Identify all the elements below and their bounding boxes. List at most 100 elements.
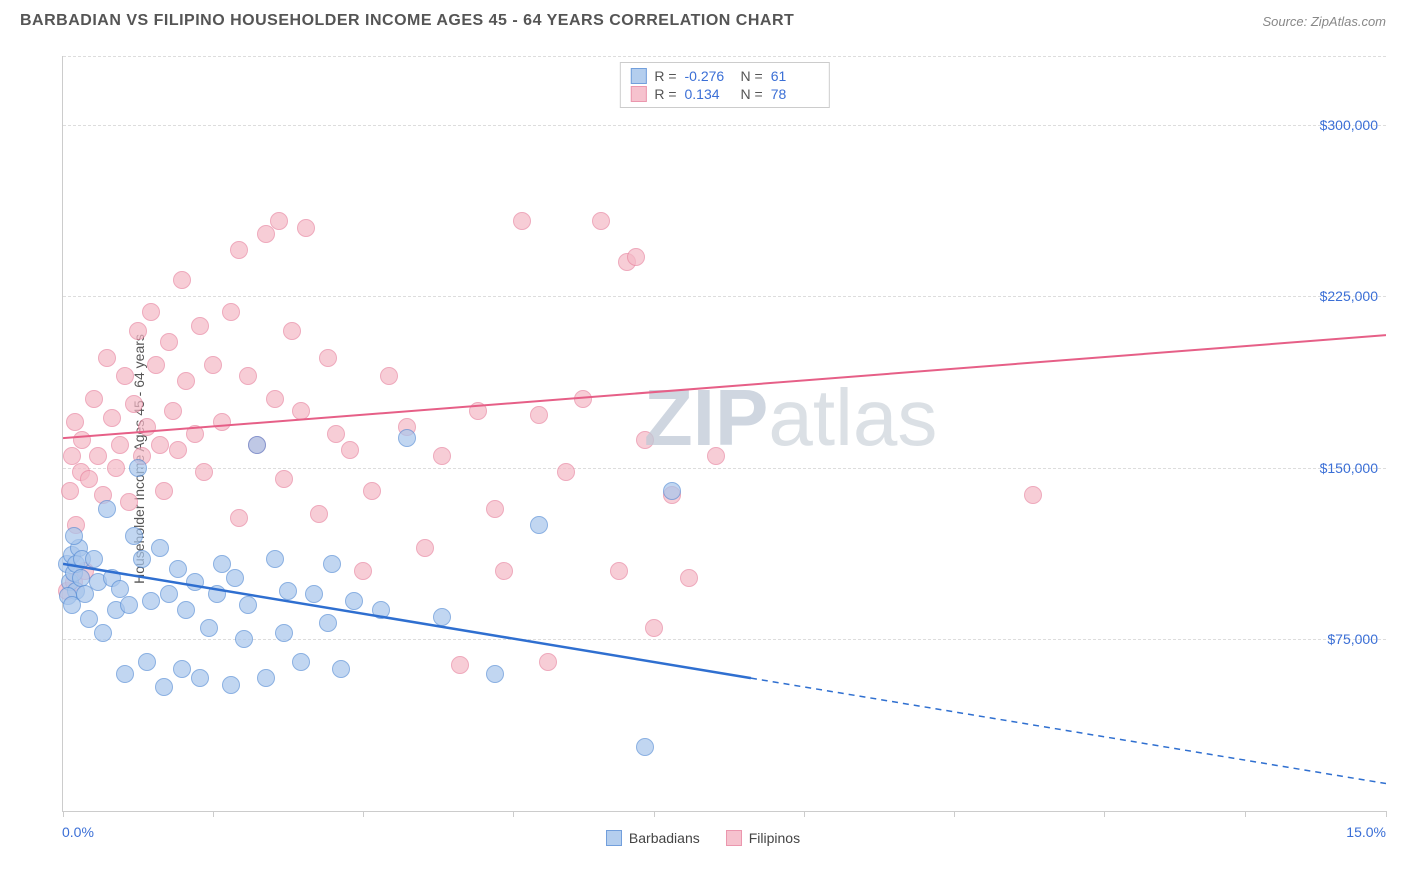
x-tick — [954, 811, 955, 817]
gridline — [63, 125, 1386, 126]
data-point-barbadians — [433, 608, 451, 626]
data-point-barbadians — [663, 482, 681, 500]
data-point-filipinos — [111, 436, 129, 454]
data-point-filipinos — [213, 413, 231, 431]
data-point-filipinos — [451, 656, 469, 674]
data-point-filipinos — [222, 303, 240, 321]
y-tick-label: $150,000 — [1320, 460, 1378, 476]
swatch-barbadians-icon — [630, 68, 646, 84]
data-point-filipinos — [138, 418, 156, 436]
data-point-filipinos — [164, 402, 182, 420]
r-label: R = — [654, 68, 676, 84]
data-point-barbadians — [200, 619, 218, 637]
data-point-filipinos — [513, 212, 531, 230]
data-point-barbadians — [226, 569, 244, 587]
data-point-barbadians — [133, 550, 151, 568]
data-point-filipinos — [160, 333, 178, 351]
data-point-filipinos — [319, 349, 337, 367]
data-point-filipinos — [89, 447, 107, 465]
data-point-filipinos — [120, 493, 138, 511]
legend-label-barbadians: Barbadians — [629, 830, 700, 846]
stats-legend-box: R = -0.276 N = 61 R = 0.134 N = 78 — [619, 62, 829, 108]
x-tick — [1104, 811, 1105, 817]
data-point-filipinos — [266, 390, 284, 408]
data-point-barbadians — [239, 596, 257, 614]
data-point-filipinos — [495, 562, 513, 580]
data-point-filipinos — [230, 241, 248, 259]
data-point-filipinos — [354, 562, 372, 580]
data-point-filipinos — [283, 322, 301, 340]
data-point-filipinos — [257, 225, 275, 243]
n-label: N = — [741, 86, 763, 102]
data-point-barbadians — [186, 573, 204, 591]
data-point-barbadians — [257, 669, 275, 687]
data-point-barbadians — [151, 539, 169, 557]
data-point-filipinos — [239, 367, 257, 385]
n-value-filipinos: 78 — [771, 86, 819, 102]
data-point-barbadians — [173, 660, 191, 678]
data-point-filipinos — [177, 372, 195, 390]
data-point-barbadians — [65, 527, 83, 545]
legend-item-filipinos: Filipinos — [726, 830, 800, 846]
swatch-filipinos-icon — [630, 86, 646, 102]
data-point-filipinos — [80, 470, 98, 488]
data-point-barbadians — [305, 585, 323, 603]
data-point-barbadians — [142, 592, 160, 610]
data-point-filipinos — [275, 470, 293, 488]
data-point-filipinos — [486, 500, 504, 518]
x-tick — [1245, 811, 1246, 817]
x-tick — [1386, 811, 1387, 817]
n-label: N = — [741, 68, 763, 84]
data-point-filipinos — [66, 413, 84, 431]
data-point-barbadians — [486, 665, 504, 683]
data-point-barbadians — [129, 459, 147, 477]
r-value-barbadians: -0.276 — [685, 68, 733, 84]
data-point-filipinos — [191, 317, 209, 335]
data-point-filipinos — [610, 562, 628, 580]
data-point-filipinos — [557, 463, 575, 481]
data-point-filipinos — [469, 402, 487, 420]
data-point-filipinos — [363, 482, 381, 500]
data-point-filipinos — [645, 619, 663, 637]
data-point-barbadians — [160, 585, 178, 603]
watermark-light: atlas — [768, 373, 937, 462]
y-tick-label: $75,000 — [1327, 631, 1378, 647]
x-tick — [804, 811, 805, 817]
data-point-barbadians — [116, 665, 134, 683]
data-point-filipinos — [125, 395, 143, 413]
data-point-filipinos — [85, 390, 103, 408]
data-point-barbadians — [94, 624, 112, 642]
swatch-filipinos-icon — [726, 830, 742, 846]
gridline — [63, 296, 1386, 297]
watermark-bold: ZIP — [644, 373, 768, 462]
data-point-filipinos — [195, 463, 213, 481]
data-point-filipinos — [147, 356, 165, 374]
data-point-filipinos — [61, 482, 79, 500]
swatch-barbadians-icon — [606, 830, 622, 846]
data-point-barbadians — [279, 582, 297, 600]
stats-row-filipinos: R = 0.134 N = 78 — [630, 85, 818, 103]
data-point-barbadians — [222, 676, 240, 694]
data-point-filipinos — [173, 271, 191, 289]
data-point-filipinos — [142, 303, 160, 321]
data-point-barbadians — [155, 678, 173, 696]
data-point-filipinos — [539, 653, 557, 671]
gridline — [63, 56, 1386, 57]
data-point-barbadians — [120, 596, 138, 614]
data-point-filipinos — [186, 425, 204, 443]
data-point-barbadians — [292, 653, 310, 671]
data-point-filipinos — [574, 390, 592, 408]
data-point-barbadians — [319, 614, 337, 632]
data-point-barbadians — [636, 738, 654, 756]
stats-row-barbadians: R = -0.276 N = 61 — [630, 67, 818, 85]
gridline — [63, 639, 1386, 640]
legend-item-barbadians: Barbadians — [606, 830, 700, 846]
data-point-filipinos — [107, 459, 125, 477]
data-point-barbadians — [275, 624, 293, 642]
x-tick — [654, 811, 655, 817]
data-point-barbadians — [138, 653, 156, 671]
x-tick — [213, 811, 214, 817]
data-point-barbadians — [208, 585, 226, 603]
data-point-filipinos — [433, 447, 451, 465]
data-point-filipinos — [204, 356, 222, 374]
